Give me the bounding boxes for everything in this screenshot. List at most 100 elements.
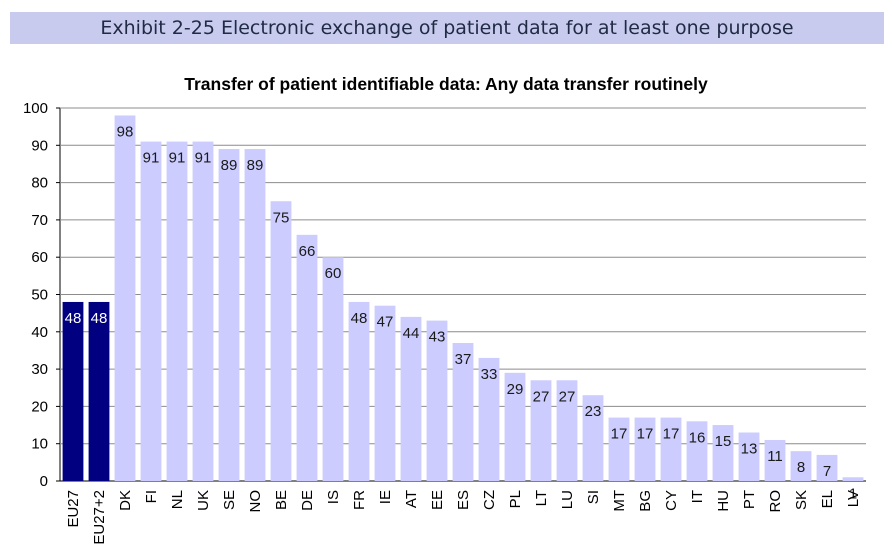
value-label-es: 37: [455, 351, 472, 368]
value-label-dk: 98: [117, 123, 134, 140]
bar-cy: [660, 417, 682, 481]
value-label-fr: 48: [351, 310, 368, 327]
bar-be: [270, 201, 292, 481]
value-label-fi: 91: [143, 150, 160, 167]
category-label-si: SI: [585, 490, 602, 504]
bar-sk: [790, 451, 812, 481]
value-label-no: 89: [247, 157, 264, 174]
bar-ie: [374, 305, 396, 481]
value-label-lv: 1: [849, 485, 857, 502]
value-label-be: 75: [273, 209, 290, 226]
value-label-lu: 27: [559, 388, 576, 405]
value-label-it: 16: [689, 429, 706, 446]
category-label-se: SE: [221, 490, 238, 510]
y-tick-label-80: 80: [31, 175, 48, 192]
value-label-lt: 27: [533, 388, 550, 405]
y-tick-label-70: 70: [31, 212, 48, 229]
bar-pl: [504, 372, 526, 481]
category-label-lu: LU: [559, 490, 576, 509]
value-label-el: 7: [823, 463, 831, 480]
bar-uk: [192, 141, 214, 481]
value-label-pl: 29: [507, 381, 524, 398]
exhibit-title: Exhibit 2-25 Electronic exchange of pati…: [100, 17, 794, 39]
bar-lt: [530, 380, 552, 481]
category-label-pl: PL: [507, 490, 524, 508]
bar-ee: [426, 320, 448, 481]
value-label-si: 23: [585, 403, 602, 420]
bar-de: [296, 234, 318, 481]
bar-lu: [556, 380, 578, 481]
bar-se: [218, 149, 240, 481]
bar-fi: [140, 141, 162, 481]
bar-eu27-2: [88, 301, 110, 481]
value-label-bg: 17: [637, 426, 654, 443]
category-label-fr: FR: [351, 490, 368, 510]
value-label-sk: 8: [797, 459, 805, 476]
value-label-pt: 13: [741, 441, 758, 458]
category-label-be: BE: [273, 490, 290, 510]
category-label-pt: PT: [741, 490, 758, 509]
category-label-bg: BG: [637, 490, 654, 512]
value-label-eu27-2: 48: [91, 310, 108, 327]
bar-mt: [608, 417, 630, 481]
category-label-it: IT: [689, 490, 706, 503]
bar-eu27: [62, 301, 84, 481]
category-label-sk: SK: [793, 490, 810, 510]
y-tick-label-60: 60: [31, 249, 48, 266]
value-label-ro: 11: [767, 448, 783, 465]
y-tick-label-20: 20: [31, 398, 48, 415]
category-label-el: EL: [819, 490, 836, 508]
category-label-eu27: EU27: [65, 490, 82, 528]
y-tick-label-100: 100: [23, 100, 48, 117]
y-tick-label-30: 30: [31, 361, 48, 378]
bar-fr: [348, 301, 370, 481]
category-label-cy: CY: [663, 490, 680, 511]
bar-ro: [764, 439, 786, 481]
category-label-hu: HU: [715, 490, 732, 512]
bar-bg: [634, 417, 656, 481]
bar-hu: [712, 425, 734, 481]
value-label-cy: 17: [663, 426, 680, 443]
y-tick-label-90: 90: [31, 137, 48, 154]
bar-lv: [842, 477, 864, 481]
value-label-nl: 91: [169, 150, 186, 167]
bar-is: [322, 257, 344, 481]
category-label-mt: MT: [611, 490, 628, 512]
y-tick-label-10: 10: [31, 436, 48, 453]
value-label-se: 89: [221, 157, 238, 174]
value-label-hu: 15: [715, 433, 732, 450]
value-label-eu27: 48: [65, 310, 82, 327]
category-label-uk: UK: [195, 490, 212, 511]
category-label-is: IS: [325, 490, 342, 504]
category-label-ee: EE: [429, 490, 446, 510]
category-label-fi: FI: [143, 490, 160, 503]
category-label-nl: NL: [169, 490, 186, 509]
value-label-ee: 43: [429, 329, 446, 346]
bar-es: [452, 342, 474, 481]
category-label-no: NO: [247, 490, 264, 513]
category-label-de: DE: [299, 490, 316, 511]
category-label-dk: DK: [117, 490, 134, 511]
category-label-eu27-2: EU27+2: [91, 490, 108, 545]
y-tick-label-40: 40: [31, 324, 48, 341]
exhibit-title-band: [10, 12, 884, 44]
bar-el: [816, 454, 838, 481]
y-tick-label-50: 50: [31, 287, 48, 304]
value-label-is: 60: [325, 265, 342, 282]
bar-at: [400, 316, 422, 481]
bar-pt: [738, 432, 760, 481]
category-label-ie: IE: [377, 490, 394, 504]
value-label-mt: 17: [611, 426, 628, 443]
y-tick-label-0: 0: [40, 473, 48, 490]
category-label-lt: LT: [533, 490, 550, 506]
category-label-es: ES: [455, 490, 472, 510]
bar-nl: [166, 141, 188, 481]
value-label-de: 66: [299, 243, 316, 260]
value-label-ie: 47: [377, 314, 394, 331]
category-label-cz: CZ: [481, 490, 498, 510]
bar-no: [244, 149, 266, 481]
category-label-at: AT: [403, 490, 420, 508]
value-label-cz: 33: [481, 366, 498, 383]
chart-title: Transfer of patient identifiable data: A…: [184, 74, 708, 94]
